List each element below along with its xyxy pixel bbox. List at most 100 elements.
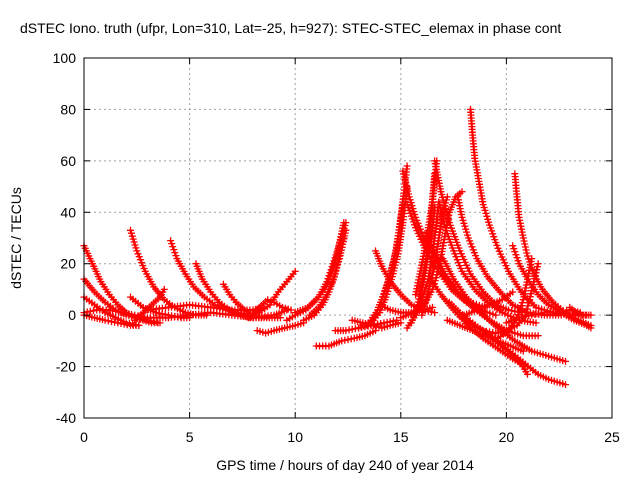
data-point-marker xyxy=(508,307,516,315)
data-point-marker xyxy=(463,228,471,236)
data-point-marker xyxy=(407,319,415,327)
data-point-marker xyxy=(522,308,530,316)
data-point-marker xyxy=(559,307,567,315)
data-point-marker xyxy=(130,238,138,246)
data-point-marker xyxy=(510,245,518,253)
data-point-marker xyxy=(481,206,489,214)
data-point-marker xyxy=(342,327,350,335)
data-point-marker xyxy=(167,237,175,245)
data-point-marker xyxy=(509,242,517,250)
y-tick-label: 0 xyxy=(68,307,76,323)
data-point-marker xyxy=(330,257,338,265)
data-point-marker xyxy=(562,381,569,389)
data-point-marker xyxy=(481,332,489,340)
data-point-marker xyxy=(458,188,466,196)
data-point-marker xyxy=(520,237,528,245)
data-point-marker xyxy=(372,327,379,335)
data-point-marker xyxy=(291,267,299,275)
data-point-marker xyxy=(528,284,536,292)
data-point-marker xyxy=(104,317,112,325)
data-point-marker xyxy=(461,222,469,230)
data-point-marker xyxy=(412,307,420,315)
chart-title: dSTEC Iono. truth (ufpr, Lon=310, Lat=-2… xyxy=(20,20,561,36)
series-arc-an xyxy=(467,105,591,319)
data-point-marker xyxy=(531,275,539,283)
series-arc-ba xyxy=(566,303,595,319)
data-point-marker xyxy=(458,213,466,221)
data-point-marker xyxy=(518,313,526,321)
data-point-marker xyxy=(528,287,536,295)
data-point-marker xyxy=(534,332,542,340)
y-tick-label: 80 xyxy=(60,101,76,117)
data-series xyxy=(80,105,595,389)
y-axis-label: dSTEC / TECUs xyxy=(8,187,24,289)
series-arc-d xyxy=(80,306,172,322)
x-tick-label: 10 xyxy=(287,429,303,445)
data-point-marker xyxy=(384,287,392,295)
series-line xyxy=(133,288,166,322)
data-point-marker xyxy=(524,302,532,310)
data-point-marker xyxy=(517,302,525,310)
data-point-marker xyxy=(168,240,176,248)
data-point-marker xyxy=(115,308,123,316)
data-point-marker xyxy=(342,219,350,227)
data-point-marker xyxy=(425,235,433,243)
series-arc-o xyxy=(247,296,295,319)
data-point-marker xyxy=(408,316,416,324)
data-point-marker xyxy=(587,324,595,332)
data-point-marker xyxy=(492,311,500,319)
data-point-marker xyxy=(514,257,522,265)
x-tick-label: 20 xyxy=(499,429,515,445)
data-point-marker xyxy=(333,263,341,271)
plot-frame xyxy=(83,57,613,419)
data-point-marker xyxy=(418,228,426,236)
data-point-marker xyxy=(393,316,401,324)
x-tick-label: 5 xyxy=(186,429,194,445)
series-arc-p xyxy=(253,319,308,337)
axis-ticks: 0 5 10 15 20 25 -40 -20 0 20 40 60 80 100 xyxy=(53,50,620,445)
x-axis-label: GPS time / hours of day 240 of year 2014 xyxy=(216,457,474,473)
data-point-marker xyxy=(264,296,272,304)
data-point-marker xyxy=(407,199,415,207)
data-point-marker xyxy=(515,308,523,316)
data-point-marker xyxy=(121,309,129,317)
data-point-marker xyxy=(524,252,531,260)
data-point-marker xyxy=(415,222,423,230)
y-tick-label: -20 xyxy=(56,359,76,375)
data-point-marker xyxy=(533,263,541,271)
data-point-marker xyxy=(135,253,143,261)
data-point-marker xyxy=(521,240,529,248)
x-tick-label: 0 xyxy=(80,429,88,445)
y-tick-label: 20 xyxy=(60,256,76,272)
data-point-marker xyxy=(523,305,531,313)
data-point-marker xyxy=(427,241,435,249)
data-point-marker xyxy=(587,311,595,319)
data-point-marker xyxy=(562,357,569,365)
data-point-marker xyxy=(519,234,527,242)
data-point-marker xyxy=(413,304,421,312)
data-point-marker xyxy=(429,303,436,311)
data-point-marker xyxy=(348,325,356,333)
data-point-marker xyxy=(525,312,533,320)
data-point-marker xyxy=(491,334,499,342)
data-point-marker xyxy=(534,260,542,268)
data-point-marker xyxy=(342,226,350,234)
data-point-marker xyxy=(532,319,540,327)
data-point-marker xyxy=(344,336,352,344)
series-arc-l xyxy=(165,306,291,322)
data-point-marker xyxy=(472,252,480,260)
data-point-marker xyxy=(509,288,517,296)
data-point-marker xyxy=(529,281,537,289)
x-tick-label: 15 xyxy=(393,429,409,445)
data-point-marker xyxy=(120,320,128,328)
data-point-marker xyxy=(553,309,561,317)
data-point-marker xyxy=(513,254,521,262)
data-point-marker xyxy=(524,370,531,378)
data-point-marker xyxy=(521,243,529,251)
data-point-marker xyxy=(516,305,524,313)
x-tick-label: 25 xyxy=(604,429,620,445)
data-point-marker xyxy=(132,244,140,252)
data-point-marker xyxy=(452,253,460,261)
y-tick-label: 60 xyxy=(60,153,76,169)
